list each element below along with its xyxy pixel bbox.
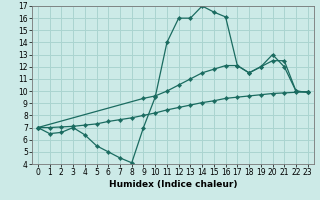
X-axis label: Humidex (Indice chaleur): Humidex (Indice chaleur) (108, 180, 237, 189)
